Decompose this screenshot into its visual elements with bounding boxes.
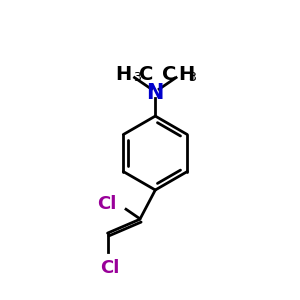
Text: N: N (147, 83, 164, 103)
Text: C: C (139, 65, 154, 84)
Text: Cl: Cl (98, 195, 117, 213)
Text: Cl: Cl (100, 259, 119, 277)
Text: H: H (178, 65, 195, 84)
Text: 3: 3 (188, 71, 196, 84)
Text: C: C (163, 65, 177, 84)
Text: H: H (115, 65, 131, 84)
Text: 3: 3 (133, 71, 141, 84)
